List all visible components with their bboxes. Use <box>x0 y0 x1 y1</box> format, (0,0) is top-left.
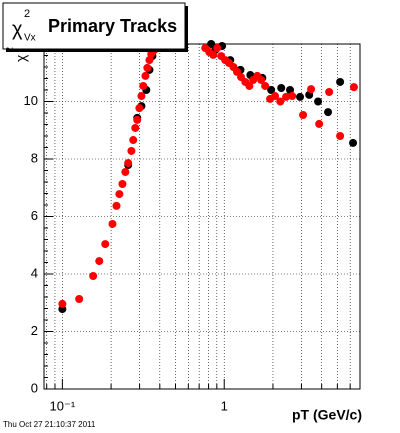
point <box>89 272 98 281</box>
title-superscript: 2 <box>24 8 30 20</box>
y-tick-label: 8 <box>31 150 38 165</box>
point <box>257 75 266 84</box>
point <box>324 108 333 117</box>
point <box>75 295 84 304</box>
point <box>315 119 324 128</box>
point <box>299 111 308 120</box>
y-tick-label: 0 <box>31 380 38 395</box>
point <box>108 219 117 228</box>
point <box>139 81 148 90</box>
x-tick-label: 1 <box>221 398 228 413</box>
point <box>58 299 67 308</box>
timestamp: Thu Oct 27 21:10:37 2011 <box>3 420 96 429</box>
point <box>261 81 270 90</box>
x-tick-label: 10⁻¹ <box>50 398 76 413</box>
point <box>336 77 345 86</box>
title-subscript: Vx <box>24 33 36 44</box>
title-symbol: χ <box>12 18 23 40</box>
point <box>276 97 285 106</box>
x-axis-label: pT (GeV/c) <box>292 407 362 423</box>
point <box>133 115 142 124</box>
point <box>115 190 124 199</box>
y-axis-label-superscript: 2 <box>4 47 14 52</box>
point <box>101 240 110 249</box>
y-tick-label: 10 <box>24 93 38 108</box>
point <box>143 63 152 72</box>
point <box>349 138 358 147</box>
point <box>124 159 133 168</box>
point <box>282 92 291 101</box>
grid: 0 2 4 6 8 10 10⁻¹ 1 <box>24 44 360 413</box>
point <box>349 83 358 92</box>
point <box>213 44 222 53</box>
y-tick-label: 2 <box>31 323 38 338</box>
point <box>112 201 121 210</box>
marks <box>58 40 358 314</box>
point <box>288 92 297 101</box>
point <box>267 86 276 94</box>
point <box>325 88 334 97</box>
point <box>129 136 138 145</box>
y-axis-label: χ <box>13 54 29 62</box>
point <box>296 92 305 101</box>
point <box>209 50 218 59</box>
point <box>137 92 146 101</box>
point <box>127 146 136 155</box>
point <box>121 167 130 176</box>
point <box>145 56 154 65</box>
point <box>141 71 150 80</box>
point <box>286 86 295 94</box>
point <box>135 104 144 113</box>
point <box>336 132 345 140</box>
plot-frame <box>43 43 361 390</box>
point <box>314 97 323 106</box>
chart-title: Primary Tracks <box>48 16 177 36</box>
point <box>131 123 140 132</box>
point <box>95 257 104 266</box>
y-tick-label: 4 <box>31 265 38 280</box>
point <box>271 92 280 101</box>
point <box>207 40 216 48</box>
point <box>277 83 286 92</box>
title-box <box>2 2 186 50</box>
point <box>245 81 254 90</box>
point <box>307 85 316 94</box>
y-tick-label: 6 <box>31 208 38 223</box>
point <box>118 180 127 189</box>
